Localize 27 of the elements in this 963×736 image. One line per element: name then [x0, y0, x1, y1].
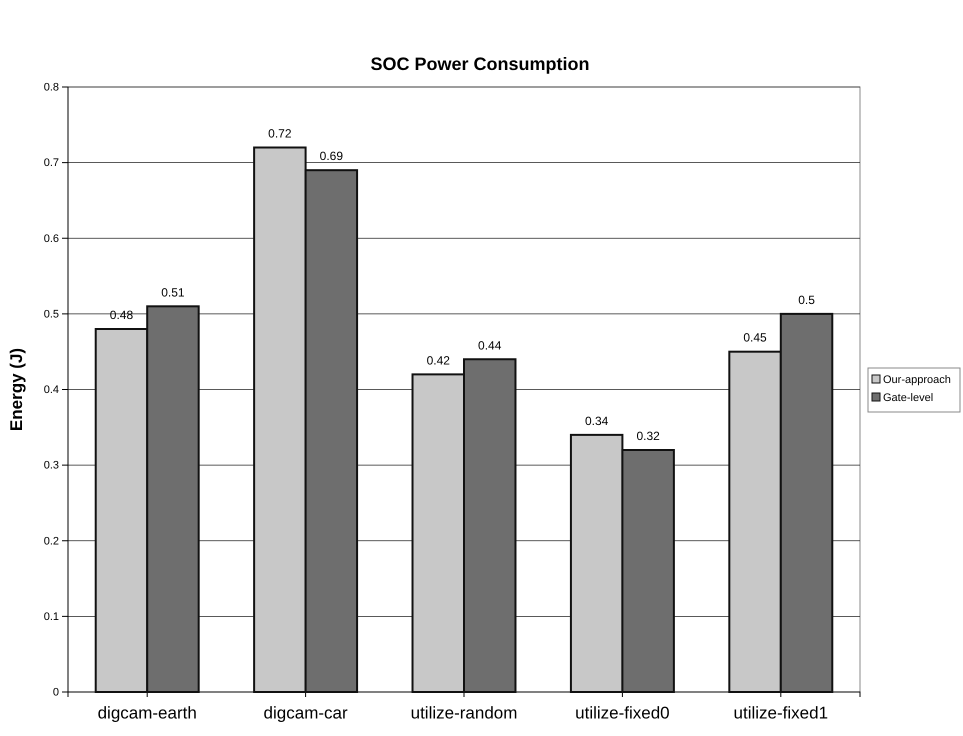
legend-label: Gate-level	[883, 392, 934, 404]
data-label: 0.32	[636, 429, 660, 443]
y-tick-label: 0.4	[44, 384, 59, 396]
legend-label: Our-approach	[883, 374, 951, 386]
y-tick-label: 0.1	[44, 610, 59, 623]
y-tick-label: 0.5	[44, 308, 59, 320]
data-label: 0.51	[161, 285, 185, 300]
x-tick-label: utilize-random	[410, 704, 518, 723]
y-tick-label: 0.2	[44, 535, 59, 548]
x-tick-label: utilize-fixed1	[734, 704, 828, 723]
y-tick-label: 0.3	[44, 460, 59, 472]
x-tick-label: utilize-fixed0	[575, 704, 670, 723]
y-tick-label: 0.8	[44, 82, 59, 94]
data-label: 0.42	[426, 353, 450, 368]
y-tick-label: 0	[52, 686, 59, 699]
x-tick-label: digcam-car	[264, 704, 348, 723]
data-label: 0.69	[320, 149, 344, 164]
data-label: 0.44	[478, 338, 502, 352]
y-tick-label: 0.6	[44, 232, 59, 245]
y-tick-label: 0.7	[44, 157, 59, 170]
data-label: 0.5	[798, 292, 816, 307]
x-tick-label: digcam-earth	[98, 704, 197, 723]
data-label: 0.34	[584, 414, 609, 428]
data-label: 0.45	[743, 330, 768, 345]
chart-title: SOC Power Consumption	[370, 54, 590, 74]
y-axis-title: Energy (J)	[7, 348, 26, 432]
data-label: 0.72	[268, 126, 292, 140]
